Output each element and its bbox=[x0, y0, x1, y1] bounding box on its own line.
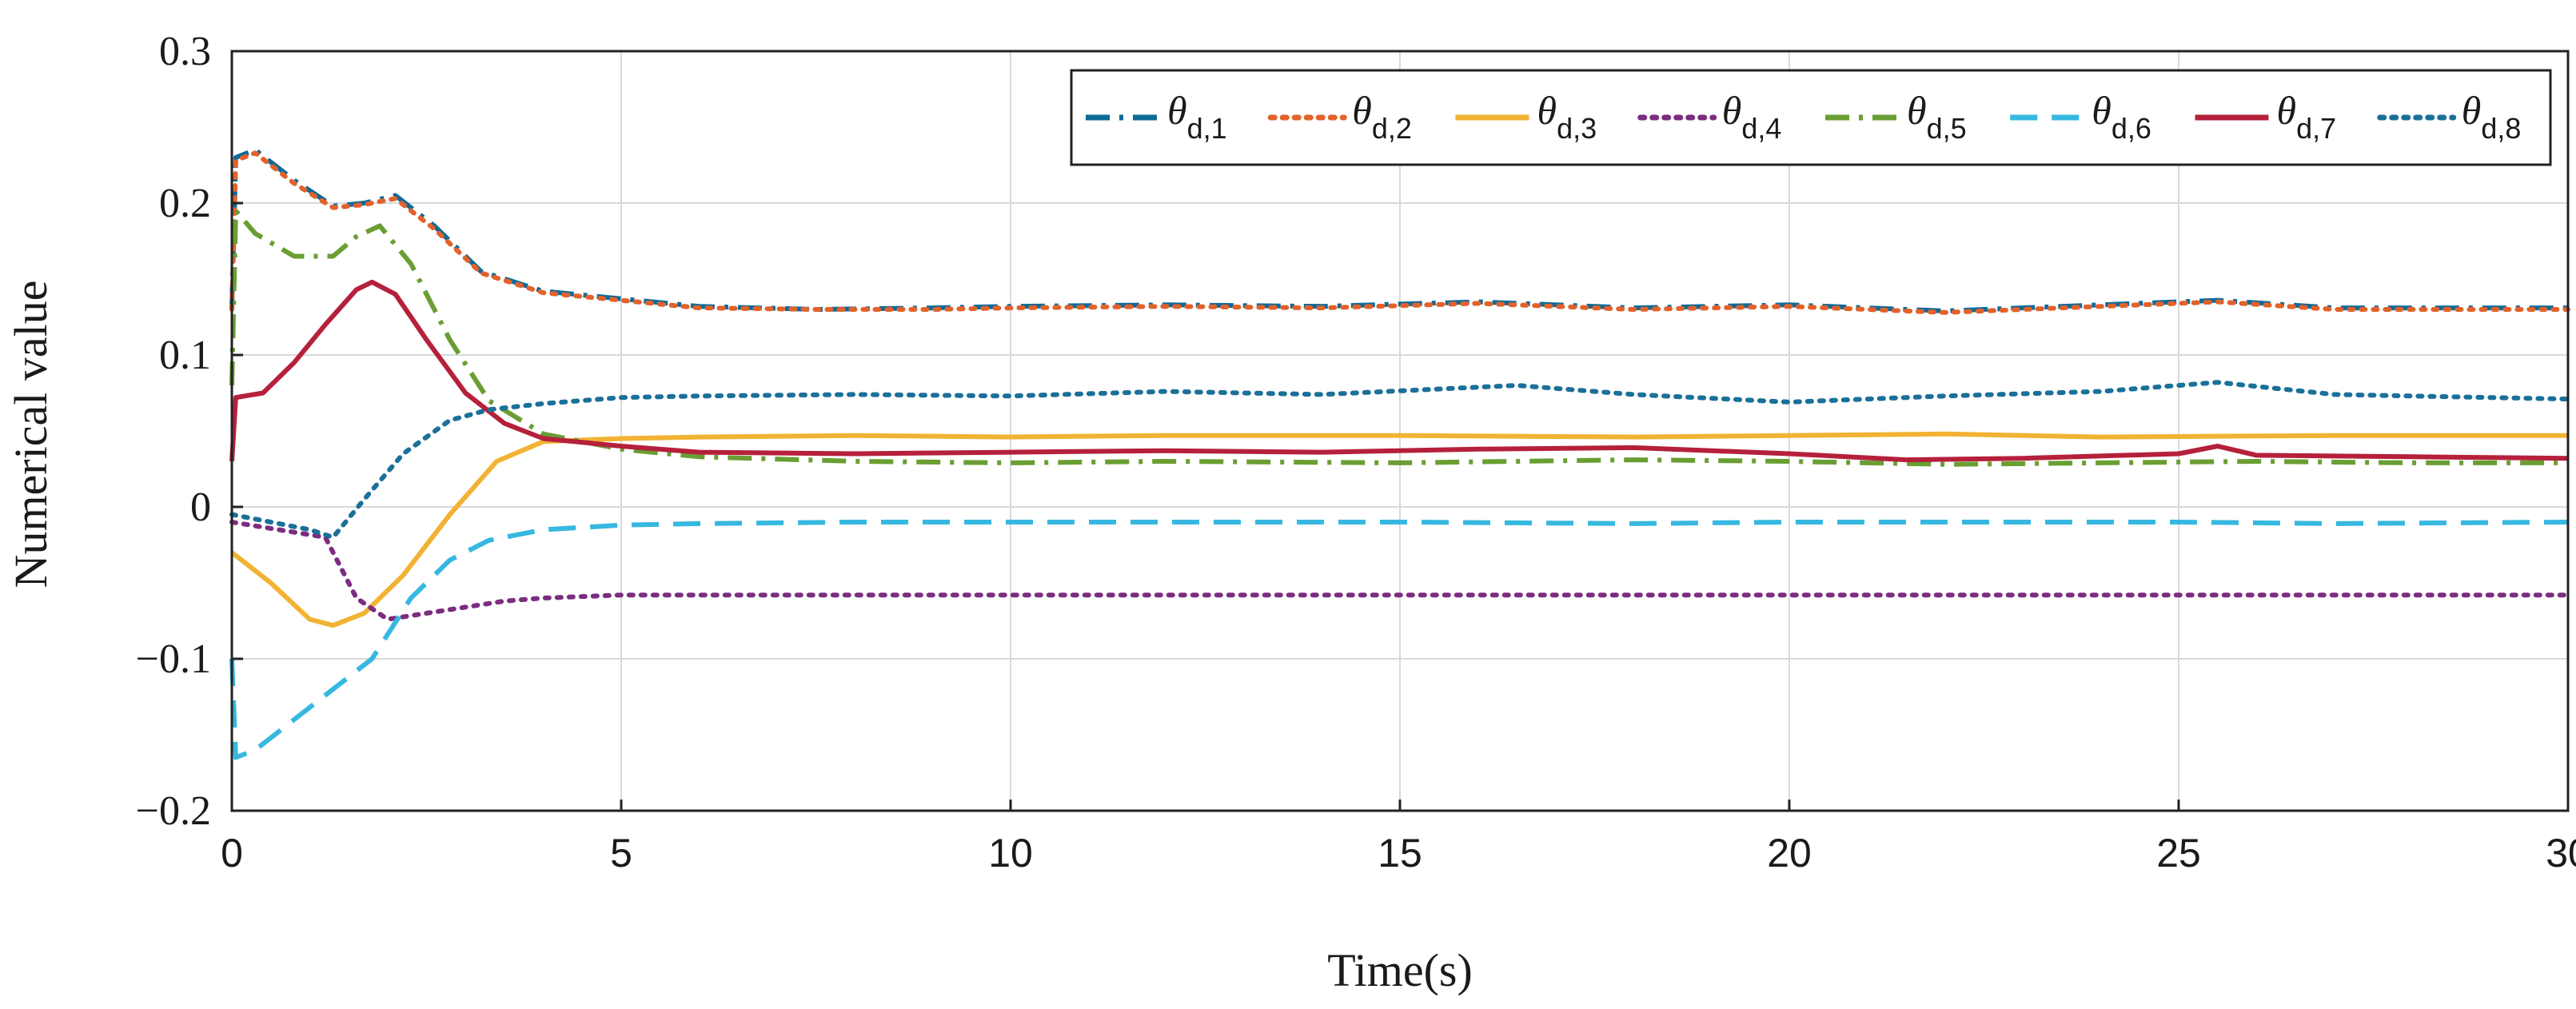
legend-label-1: θd,1 bbox=[1167, 88, 1227, 145]
x-tick-label: 5 bbox=[610, 831, 632, 875]
series-lines bbox=[229, 147, 2570, 760]
y-tick-label: 0.3 bbox=[159, 29, 211, 74]
y-tick-label: −0.1 bbox=[136, 636, 211, 682]
plot-frame bbox=[230, 50, 2570, 812]
series-line-3 bbox=[230, 431, 2568, 628]
series-line-4 bbox=[229, 520, 2570, 622]
x-axis-ticks: 0 5 10 15 20 25 30 bbox=[221, 831, 2576, 875]
series-line-5 bbox=[229, 208, 2568, 467]
x-tick-label: 0 bbox=[221, 831, 243, 875]
y-axis-label: Numerical value bbox=[5, 281, 57, 588]
x-tick-label: 25 bbox=[2156, 831, 2201, 875]
legend-label-5: θd,5 bbox=[1907, 88, 1967, 145]
x-axis-label: Time(s) bbox=[1327, 944, 1473, 996]
x-tick-label: 10 bbox=[988, 831, 1033, 875]
series-line-2 bbox=[229, 150, 2570, 315]
y-tick-label: 0.1 bbox=[159, 333, 211, 378]
y-axis-ticks: −0.2 −0.1 0 0.1 0.2 0.3 bbox=[136, 29, 211, 834]
legend-label-8: θd,8 bbox=[2462, 88, 2522, 145]
legend-label-2: θd,2 bbox=[1352, 88, 1412, 145]
series-line-8 bbox=[229, 380, 2570, 540]
series-line-7 bbox=[229, 279, 2569, 463]
y-tick-label: 0.2 bbox=[159, 181, 211, 226]
x-tick-label: 20 bbox=[1767, 831, 1812, 875]
legend: θd,1 θd,2 θd,3 θd,4 θd,5 θd,6 θd,7 θd,8 bbox=[1070, 69, 2552, 166]
legend-label-7: θd,7 bbox=[2277, 88, 2337, 145]
y-tick-label: −0.2 bbox=[136, 788, 211, 834]
legend-label-6: θd,6 bbox=[2092, 88, 2151, 145]
legend-label-4: θd,4 bbox=[1722, 88, 1782, 145]
x-tick-label: 30 bbox=[2546, 831, 2576, 875]
x-tick-label: 15 bbox=[1378, 831, 1422, 875]
legend-label-3: θd,3 bbox=[1537, 88, 1597, 145]
y-tick-label: 0 bbox=[190, 485, 211, 530]
